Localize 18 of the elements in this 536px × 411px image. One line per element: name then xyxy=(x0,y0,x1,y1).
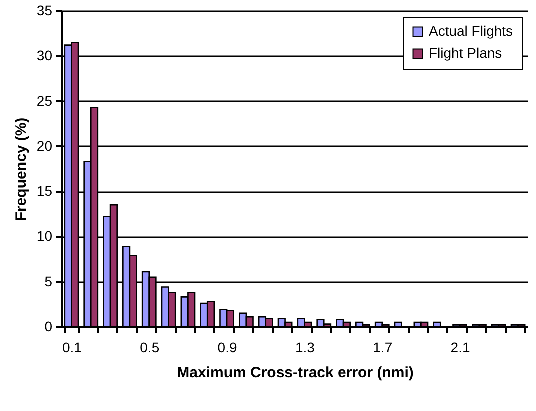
legend-label: Actual Flights xyxy=(429,23,514,39)
y-tick-label: 0 xyxy=(44,318,53,334)
y-tick-label: 10 xyxy=(36,228,53,244)
y-tick-label: 30 xyxy=(36,48,53,64)
x-tick-label: 2.1 xyxy=(450,340,470,356)
legend-label: Flight Plans xyxy=(429,45,502,61)
x-tick-label: 1.3 xyxy=(295,340,316,356)
y-tick-label: 25 xyxy=(36,92,53,109)
x-tick-label: 0.1 xyxy=(62,340,82,356)
y-axis-title: Frequency (%) xyxy=(12,118,30,222)
y-tick-label: 20 xyxy=(36,138,53,154)
y-tick-label: 35 xyxy=(36,2,53,18)
x-axis-title: Maximum Cross-track error (nmi) xyxy=(177,364,414,382)
y-tick-label: 5 xyxy=(44,273,53,290)
x-tick-label: 1.7 xyxy=(373,340,393,356)
x-tick-label: 0.9 xyxy=(218,340,238,356)
y-tick-label: 15 xyxy=(36,183,53,200)
x-tick-label: 0.5 xyxy=(140,340,160,356)
